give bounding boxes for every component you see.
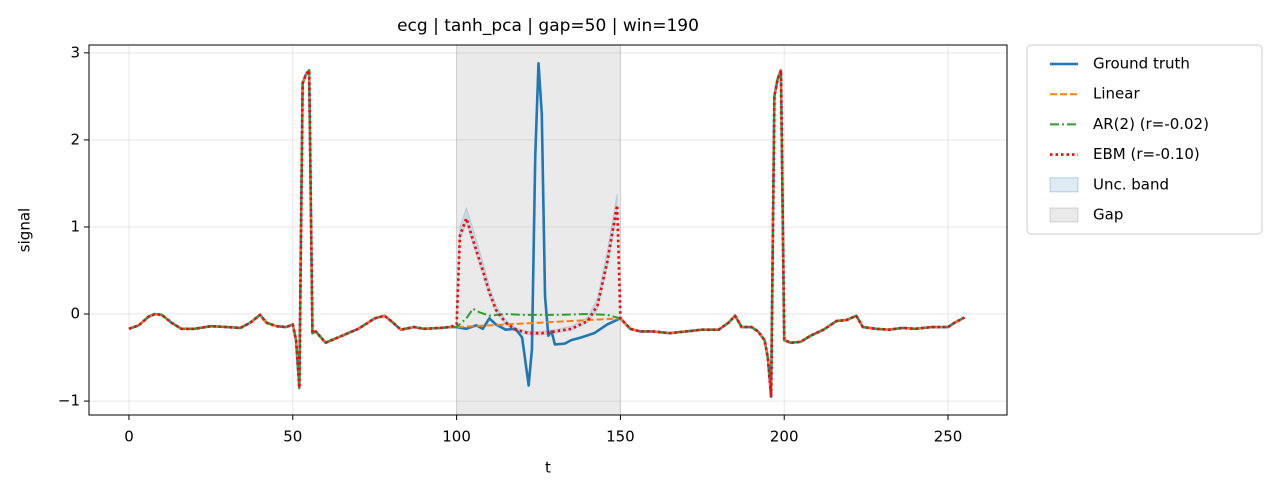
legend-label: EBM (r=-0.10) — [1093, 145, 1200, 163]
legend-label: Gap — [1093, 206, 1123, 224]
y-tick-label: 2 — [70, 130, 80, 148]
x-tick-label: 100 — [442, 428, 471, 446]
plot-area — [89, 45, 1007, 415]
plot-frame — [88, 44, 1008, 416]
x-tick-label: 250 — [934, 428, 963, 446]
x-tick-label: 50 — [283, 428, 302, 446]
x-axis-label: t — [545, 459, 551, 477]
legend-label: Ground truth — [1093, 55, 1190, 73]
y-tick-label: 3 — [70, 43, 80, 61]
legend-label: Linear — [1093, 85, 1140, 103]
legend-swatch — [1049, 207, 1079, 223]
legend-swatch — [1049, 177, 1079, 193]
legend-label: Unc. band — [1093, 175, 1169, 193]
chart-title: ecg | tanh_pca | gap=50 | win=190 — [397, 16, 699, 36]
y-tick-label: 0 — [70, 305, 80, 323]
y-tick-label: −1 — [58, 392, 80, 410]
y-axis-label: signal — [16, 208, 34, 252]
x-tick-label: 150 — [606, 428, 635, 446]
x-tick-label: 0 — [124, 428, 134, 446]
legend-label: AR(2) (r=-0.02) — [1093, 115, 1209, 133]
legend-box — [1026, 44, 1263, 235]
x-tick-label: 200 — [770, 428, 799, 446]
y-tick-label: 1 — [70, 217, 80, 235]
gap-span — [456, 45, 621, 415]
